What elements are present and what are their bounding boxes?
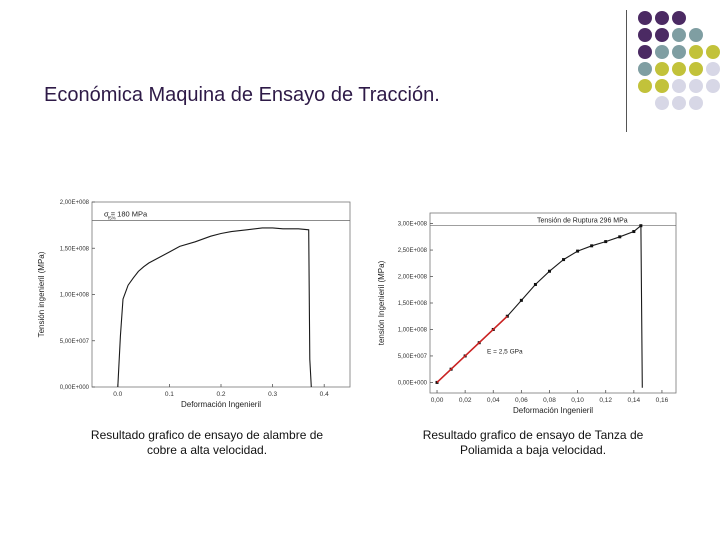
x-tick-label: 0,16 [656,397,669,404]
series-line-0 [117,227,312,388]
dot-teal [655,45,669,59]
y-tick-label: 2,50E+008 [398,248,428,254]
series-line-0 [436,224,643,388]
data-point [618,235,622,239]
dot-lavender [655,96,669,110]
dot-lavender [689,96,703,110]
dot-teal [638,62,652,76]
annotation-rupture: Tensión de Ruptura 296 MPa [537,218,628,225]
data-point [590,244,594,248]
x-axis-label: Deformación Ingenieril [513,406,593,415]
dot-olive [689,45,703,59]
data-point [562,258,566,262]
plot-frame [429,212,677,394]
dot-olive [655,79,669,93]
x-tick-label: 0.3 [268,391,277,398]
decorative-dot-grid [638,11,720,110]
dot-olive [672,62,686,76]
y-tick-label: 1,50E+008 [398,301,428,307]
y-axis-label: Tensión ingenieril (MPa) [37,251,46,337]
y-tick-label: 2,00E+008 [60,200,90,206]
dot-lavender [706,79,720,93]
data-point [519,298,523,302]
y-tick-label: 5,00E+007 [60,339,90,345]
x-tick-label: 0,06 [515,397,528,404]
chart-polyamide: 0,00E+000 5,00E+007 1,00E+008 1,50E+008 2,00… [377,212,677,415]
dot-teal [672,28,686,42]
chart-copper-wire: 0,00E+000 5,00E+007 1,00E+008 1,50E+008 2,00… [37,200,351,409]
dot-lavender [672,79,686,93]
y-tick-label: 3,00E+008 [398,222,428,228]
dot-olive [689,62,703,76]
data-point [632,230,636,234]
dot-teal [689,28,703,42]
x-tick-label: 0.2 [216,391,225,398]
x-tick-label: 0.1 [165,391,174,398]
divider-line [626,10,627,132]
dot-purple [655,11,669,25]
annotation-subscript: f5% [108,216,116,221]
x-tick-label: 0,00 [431,397,444,404]
y-tick-label: 2,00E+008 [398,275,428,281]
x-tick-label: 0,04 [487,397,500,404]
annotation-stress: σ = 180 MPa [104,210,148,219]
slide-title: Económica Maquina de Ensayo de Tracción. [44,84,440,106]
data-point [639,224,643,228]
y-tick-label: 5,00E+007 [398,354,428,360]
dot-purple [638,45,652,59]
caption-left: Resultado grafico de ensayo de alambre d… [90,428,324,457]
y-axis-label: tensión Ingenieril (MPa) [377,260,386,345]
data-point [547,269,551,273]
y-tick-label: 1,00E+008 [60,293,90,299]
data-point [576,249,580,253]
series-line-1 [436,315,508,383]
y-tick-label: 1,50E+008 [60,246,90,252]
plot-frame [91,201,351,388]
x-tick-label: 0.0 [113,391,122,398]
dot-purple [672,11,686,25]
dot-purple [638,28,652,42]
x-tick-label: 0,10 [571,397,584,404]
dot-lavender [672,96,686,110]
dot-olive [638,79,652,93]
dot-olive [655,62,669,76]
data-point [604,240,608,244]
fit-label: E = 2,5 GPa [487,348,523,355]
y-tick-label: 0,00E+000 [60,385,90,391]
dot-purple [638,11,652,25]
y-tick-label: 1,00E+008 [398,327,428,333]
dot-lavender [689,79,703,93]
dot-lavender [706,62,720,76]
dot-purple [655,28,669,42]
dot-teal [672,45,686,59]
y-tick-label: 0,00E+000 [398,380,428,386]
x-tick-label: 0,08 [543,397,556,404]
data-point [533,282,537,286]
x-axis-label: Deformación Ingenieril [181,400,261,409]
x-tick-label: 0,12 [599,397,612,404]
dot-olive [706,45,720,59]
x-tick-label: 0,14 [628,397,641,404]
x-tick-label: 0.4 [320,391,329,398]
caption-right: Resultado grafico de ensayo de Tanza de … [422,428,644,457]
x-tick-label: 0,02 [459,397,472,404]
